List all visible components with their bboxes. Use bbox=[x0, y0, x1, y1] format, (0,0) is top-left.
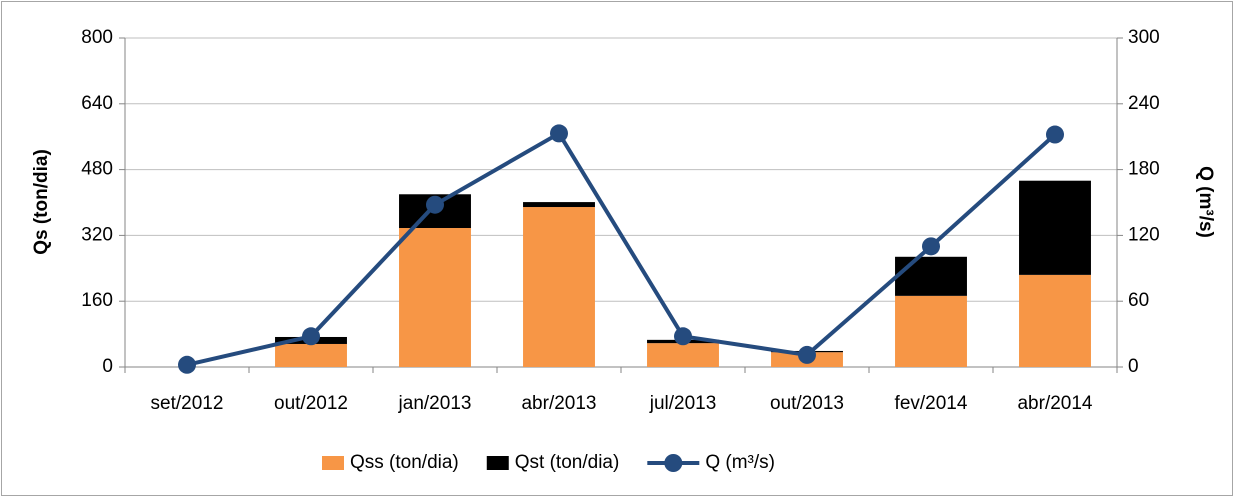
y-tick-label: 320 bbox=[81, 224, 113, 245]
marker bbox=[178, 355, 196, 374]
y-tick-label: 800 bbox=[81, 27, 113, 48]
legend-label: Qst (ton/dia) bbox=[515, 452, 620, 473]
y2-tick-label: 180 bbox=[1128, 159, 1160, 180]
x-tick-label: out/2013 bbox=[770, 393, 844, 414]
legend-swatch bbox=[322, 456, 344, 470]
x-tick-label: abr/2013 bbox=[521, 393, 596, 414]
bar bbox=[895, 295, 967, 367]
y-axis-label: Qs (ton/dia) bbox=[31, 149, 52, 255]
bar bbox=[1019, 274, 1091, 367]
bar bbox=[275, 343, 347, 367]
y-tick-label: 640 bbox=[81, 93, 113, 114]
y-tick-label: 480 bbox=[81, 159, 113, 180]
bar bbox=[1019, 180, 1091, 275]
y2-tick-label: 240 bbox=[1128, 93, 1160, 114]
y2-axis-label: Q (m³/s) bbox=[1195, 166, 1216, 238]
x-tick-label: set/2012 bbox=[151, 393, 224, 414]
legend-label: Qss (ton/dia) bbox=[350, 452, 459, 473]
y-tick-label: 160 bbox=[81, 290, 113, 311]
x-tick-label: jan/2013 bbox=[398, 393, 472, 414]
marker bbox=[426, 195, 444, 214]
marker bbox=[302, 327, 320, 346]
marker bbox=[798, 345, 816, 364]
bar bbox=[647, 343, 719, 367]
y2-tick-label: 120 bbox=[1128, 224, 1160, 245]
legend-swatch bbox=[486, 456, 509, 470]
marker bbox=[550, 124, 568, 143]
marker bbox=[1046, 125, 1064, 144]
marker bbox=[922, 237, 940, 256]
line bbox=[186, 130, 1057, 367]
y-tick-label: 0 bbox=[102, 356, 113, 377]
bar bbox=[399, 227, 471, 367]
bar bbox=[523, 207, 595, 367]
x-tick-label: jul/2013 bbox=[649, 393, 717, 414]
y2-tick-label: 60 bbox=[1128, 290, 1149, 311]
bar bbox=[895, 256, 967, 296]
x-tick-label: fev/2014 bbox=[895, 393, 968, 414]
x-tick-label: abr/2014 bbox=[1017, 393, 1092, 414]
legend-label: Q (m³/s) bbox=[705, 452, 775, 473]
bar bbox=[523, 202, 595, 208]
legend-swatch bbox=[664, 454, 683, 472]
y2-tick-label: 300 bbox=[1128, 27, 1160, 48]
x-tick-label: out/2012 bbox=[274, 393, 348, 414]
marker bbox=[674, 327, 692, 346]
y2-tick-label: 0 bbox=[1128, 356, 1139, 377]
